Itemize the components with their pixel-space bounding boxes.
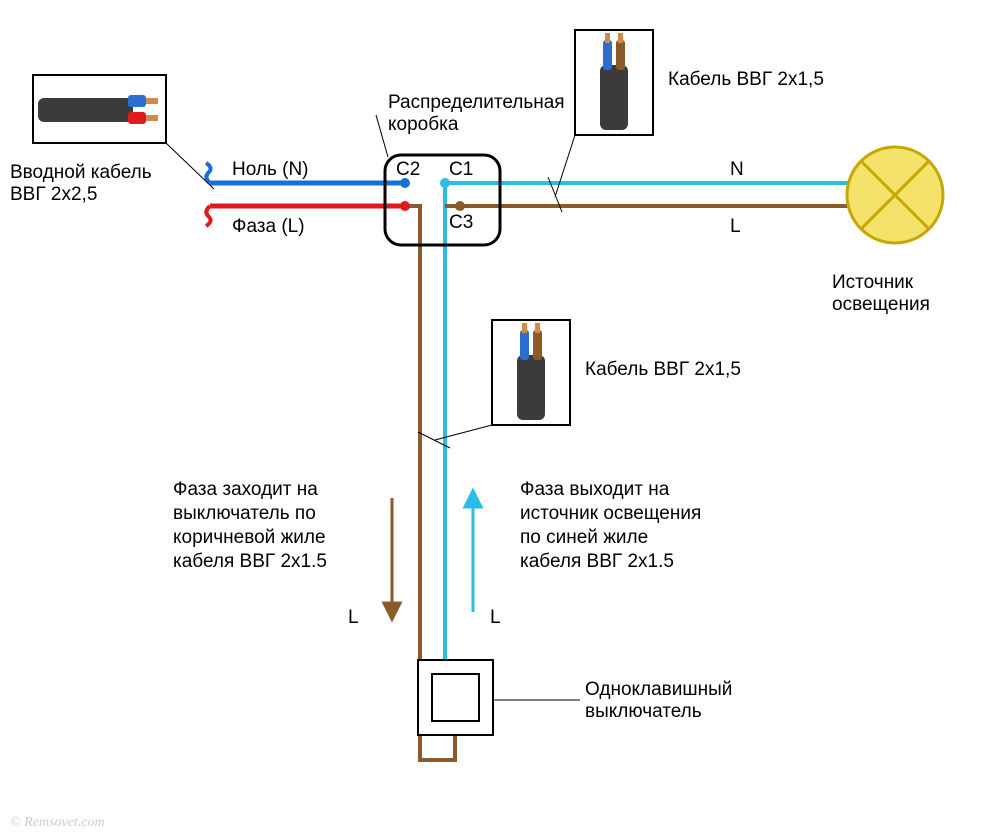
callout-cable-lamp: [575, 30, 653, 135]
node-c2b: [400, 201, 410, 211]
up-text: Фаза выходит на источник освещения по си…: [520, 479, 707, 572]
leader-cable-lamp: [555, 135, 575, 197]
switch-icon: [418, 660, 493, 735]
wire-neutral-end: [206, 163, 211, 183]
label-c1: C1: [449, 159, 473, 180]
cable-switch-label: Кабель ВВГ 2х1,5: [585, 359, 741, 380]
label-c3: C3: [449, 212, 473, 233]
junction-box-label: Распределительная коробка: [388, 92, 570, 135]
lamp-icon: [847, 147, 943, 243]
leader-junction: [376, 115, 388, 157]
callout-cable-switch: [492, 320, 570, 425]
input-cable-label: Вводной кабель ВВГ 2х2,5: [10, 162, 157, 205]
wire-phase-end: [206, 206, 211, 226]
node-c3: [455, 201, 465, 211]
label-down-L: L: [348, 607, 359, 628]
label-neutral: Ноль (N): [232, 159, 309, 180]
cable-lamp-label: Кабель ВВГ 2х1,5: [668, 69, 824, 90]
watermark: © Remsovet.com: [10, 815, 105, 831]
label-phase: Фаза (L): [232, 216, 305, 237]
down-text: Фаза заходит на выключатель по коричнево…: [173, 479, 331, 572]
lamp-label: Источник освещения: [832, 272, 930, 315]
label-l: L: [730, 216, 741, 237]
callout-input-cable: [33, 75, 166, 143]
label-up-L: L: [490, 607, 501, 628]
label-c2: C2: [396, 159, 420, 180]
switch-label: Одноклавишный выключатель: [585, 679, 738, 722]
label-n: N: [730, 159, 744, 180]
